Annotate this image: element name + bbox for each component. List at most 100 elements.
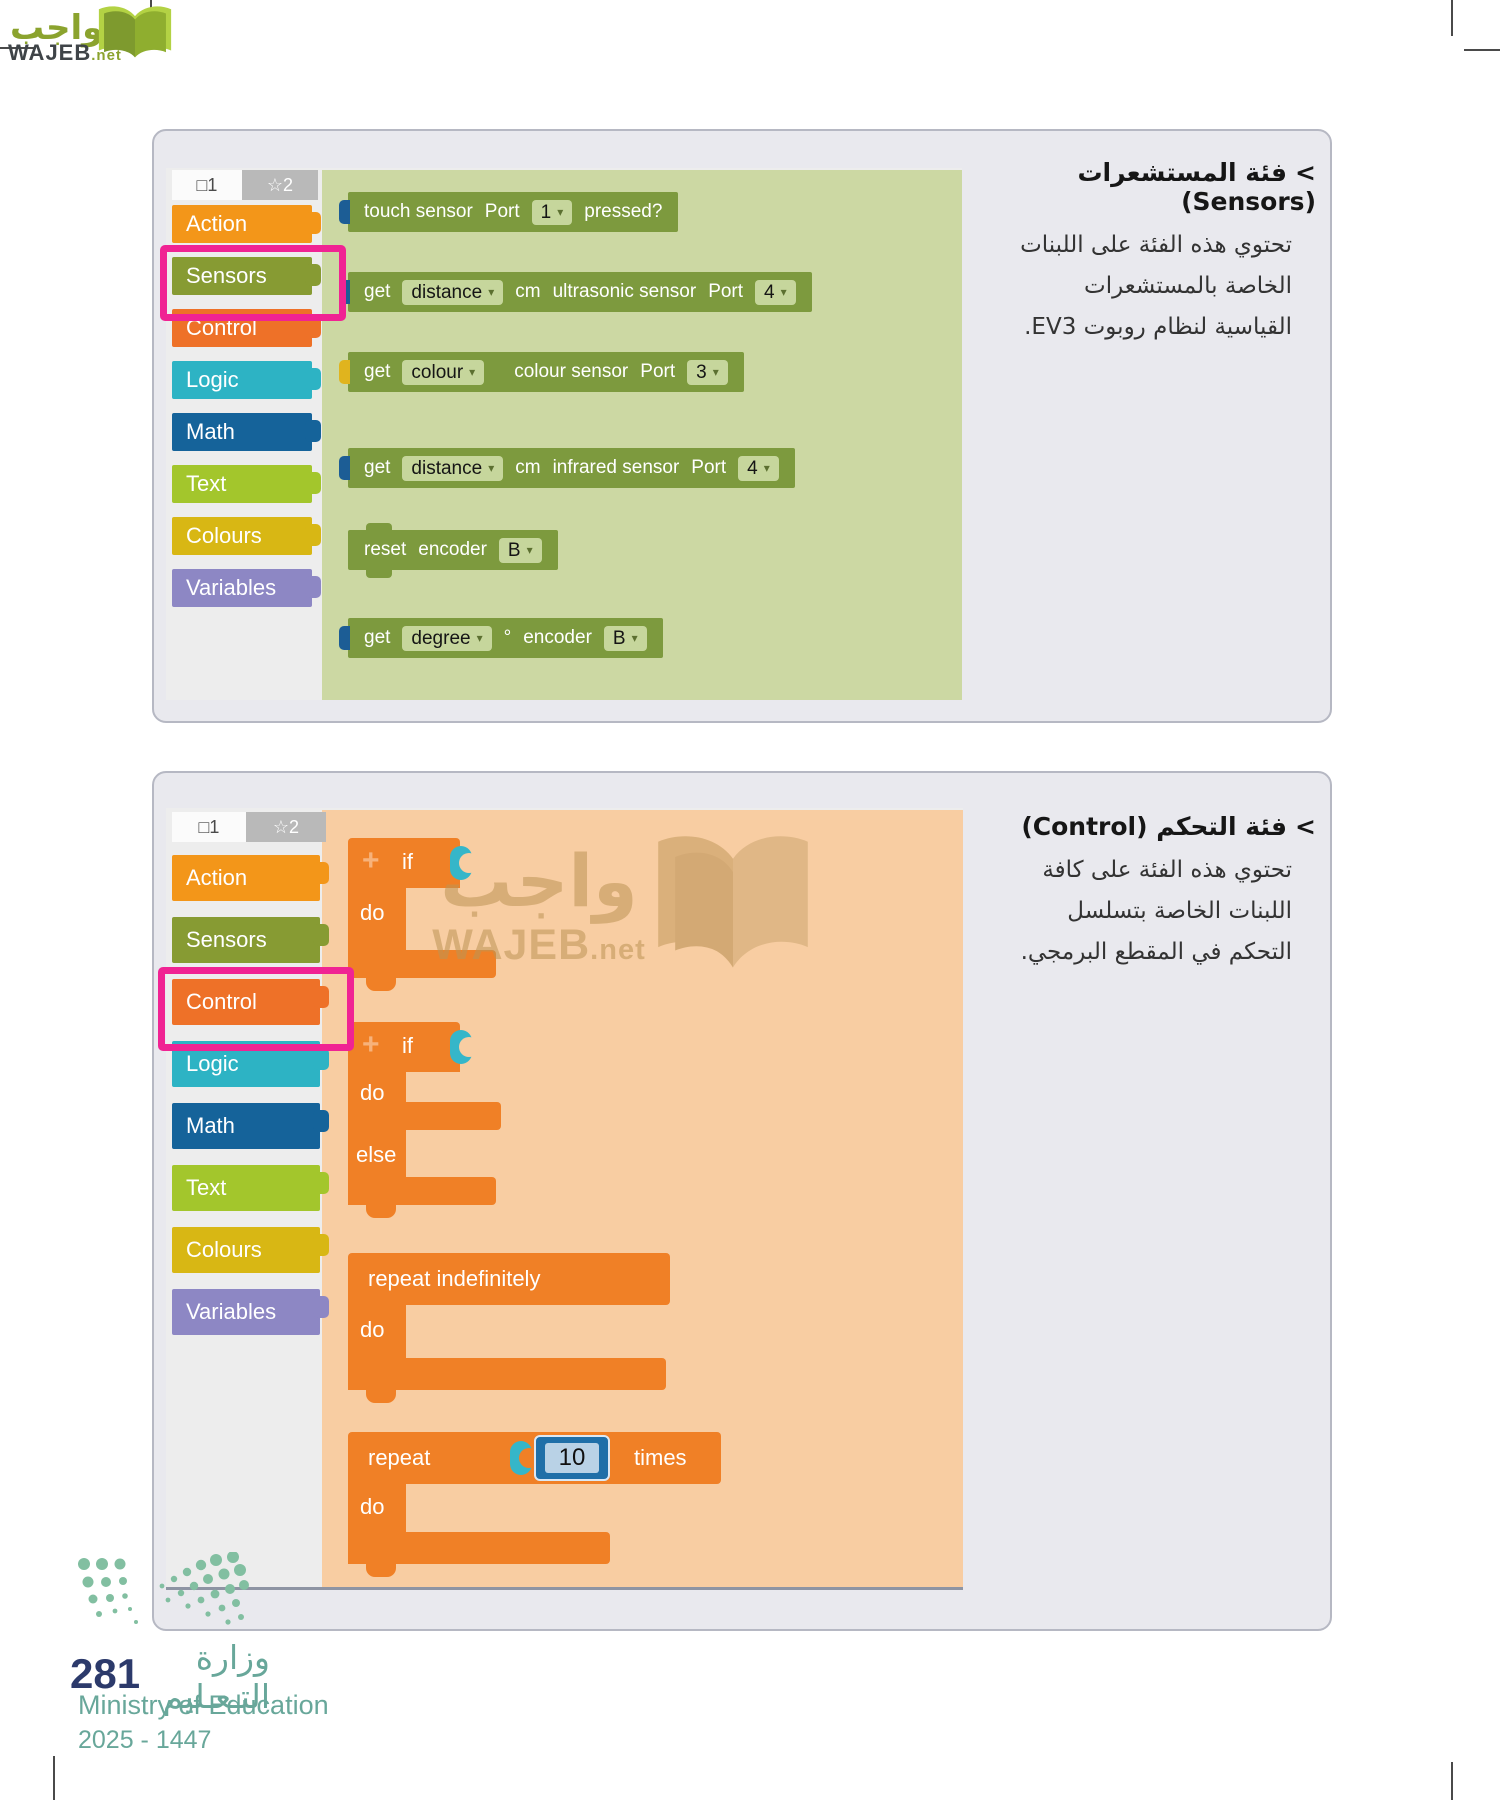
dropdown-caret-icon: ▾ [488,285,495,299]
mutator-plus-icon[interactable]: + [362,1028,380,1061]
control-note-line: اللبنات الخاصة بتسلسل [1067,898,1292,924]
ministry-years: 2025 - 1447 [78,1726,212,1754]
mutator-plus-icon[interactable]: + [362,844,380,877]
dropdown-caret-icon: ▾ [631,631,638,645]
ministry-english-wordmark: Ministry of Education [78,1690,329,1720]
sidebar-item-math[interactable]: Math [172,1103,329,1149]
sidebar-item-control[interactable]: Control [172,979,329,1025]
tab-workspace-2[interactable]: ☆2 [242,170,318,200]
workspace-sensors[interactable] [322,170,962,700]
value-socket-icon [450,846,479,880]
connector-notch-icon [339,200,350,224]
repeat-bottom [348,1358,666,1390]
sidebar-item-action[interactable]: Action [172,205,321,243]
control-note-title: >فئة التحكم (Control) [1021,812,1316,841]
sidebar-item-colours[interactable]: Colours [172,517,321,555]
mode-dropdown[interactable]: degree ▾ [402,625,492,651]
crop-mark [53,1756,55,1800]
tab-workspace-1[interactable]: □1 [172,812,246,842]
dropdown-caret-icon: ▾ [488,461,495,475]
sensors-note: >فئة المستشعرات (Sensors) تحتوي هذه الفئ… [960,158,1316,348]
connector-notch-icon [339,626,350,650]
encoder-dropdown[interactable]: B ▾ [498,537,542,563]
if-header [348,838,460,888]
wajeb-logo-arabic: واجب [10,8,104,48]
sidebar-item-variables[interactable]: Variables [172,1289,329,1335]
bullet-icon: > [1295,812,1316,841]
sensors-note-line: القياسية لنظام روبوت EV3. [1024,314,1292,340]
block-repeat-indefinitely[interactable]: repeat indefinitely do [348,1253,678,1403]
sidebar-item-text[interactable]: Text [172,465,321,503]
dropdown-caret-icon: ▾ [763,461,770,475]
if-bottom [348,950,496,978]
dropdown-caret-icon: ▾ [526,543,533,557]
dropdown-caret-icon: ▾ [469,365,476,379]
sidebar-item-math[interactable]: Math [172,413,321,451]
port-dropdown[interactable]: 3 ▾ [687,359,728,385]
watermark-book-icon [658,836,808,968]
control-note-line: تحتوي هذه الفئة على كافة [1042,857,1292,883]
port-dropdown[interactable]: 4 ▾ [738,455,779,481]
crop-mark [1451,0,1453,36]
dropdown-caret-icon: ▾ [476,631,483,645]
sensors-note-line: الخاصة بالمستشعرات [1084,273,1292,299]
dropdown-caret-icon: ▾ [557,205,564,219]
do-slot-lip [406,1102,501,1130]
mode-dropdown[interactable]: distance ▾ [402,455,504,481]
sidebar-item-colours[interactable]: Colours [172,1227,329,1273]
highlight-box-sensors [160,245,346,321]
dropdown-caret-icon: ▾ [712,365,719,379]
sensors-note-line: تحتوي هذه الفئة على اللبنات [1020,232,1292,258]
block-repeat-times[interactable]: repeat 10 times do [348,1432,728,1577]
repeat-count-value[interactable]: 10 [545,1443,599,1473]
repeat-count-field[interactable]: 10 [534,1435,610,1481]
repeat-bottom [348,1532,610,1564]
connector-notch-icon [339,360,350,384]
block-if-else[interactable]: + if do else [348,1022,548,1222]
next-connector-icon [366,1390,396,1403]
if-bottom [348,1177,496,1205]
mode-dropdown[interactable]: distance ▾ [402,279,504,305]
next-connector-icon [366,978,396,991]
crop-mark [1464,49,1500,51]
sensors-note-title: >فئة المستشعرات (Sensors) [1077,158,1316,216]
book-icon [98,6,172,58]
page-number: 281 [70,1650,141,1697]
port-dropdown[interactable]: 1 ▾ [531,199,573,225]
block-ultrasonic-sensor[interactable]: get distance ▾ cm ultrasonic sensor Port … [339,272,812,312]
port-dropdown[interactable]: 4 ▾ [755,279,796,305]
block-colour-sensor[interactable]: get colour ▾ colour sensor Port 3 ▾ [339,352,744,392]
next-connector-icon [366,1564,396,1577]
sidebar-item-sensors[interactable]: Sensors [172,257,321,295]
tab-workspace-1[interactable]: □1 [172,170,242,200]
wajeb-logo-latin: WAJEB.net [8,40,122,65]
bullet-icon: > [1295,158,1316,187]
next-connector-icon [366,1205,396,1218]
block-touch-sensor[interactable]: touch sensor Port 1 ▾ pressed? [339,192,679,232]
blockly-screenshot-sensors [166,168,962,700]
repeat-header [348,1253,670,1305]
crop-mark [0,47,36,49]
wajeb-watermark: واجب WAJEB.net [432,839,646,970]
sidebar-item-text[interactable]: Text [172,1165,329,1211]
value-socket-icon [510,1441,539,1475]
sidebar-item-variables[interactable]: Variables [172,569,321,607]
dropdown-caret-icon: ▾ [780,285,787,299]
connector-notch-icon [339,456,350,480]
highlight-box-control [158,967,354,1051]
sidebar-item-sensors[interactable]: Sensors [172,917,329,963]
ministry-dots-logo [78,1552,249,1625]
block-infrared-sensor[interactable]: get distance ▾ cm infrared sensor Port 4 ▾ [339,448,795,488]
block-if[interactable]: + if do [348,838,548,993]
block-get-degree-encoder[interactable]: get degree ▾ ° encoder B ▾ [339,618,663,658]
sidebar-item-logic[interactable]: Logic [172,361,321,399]
ministry-arabic-wordmark: وزارة التـعـليم [162,1638,270,1716]
block-reset-encoder[interactable]: reset encoder B ▾ [348,523,558,578]
crop-mark [1451,1762,1453,1800]
value-socket-icon [450,1030,479,1064]
mode-dropdown[interactable]: colour ▾ [402,359,485,385]
encoder-dropdown[interactable]: B ▾ [603,625,647,651]
sidebar-item-action[interactable]: Action [172,855,329,901]
control-note-line: التحكم في المقطع البرمجي. [1020,939,1292,965]
tab-workspace-2[interactable]: ☆2 [246,812,326,842]
